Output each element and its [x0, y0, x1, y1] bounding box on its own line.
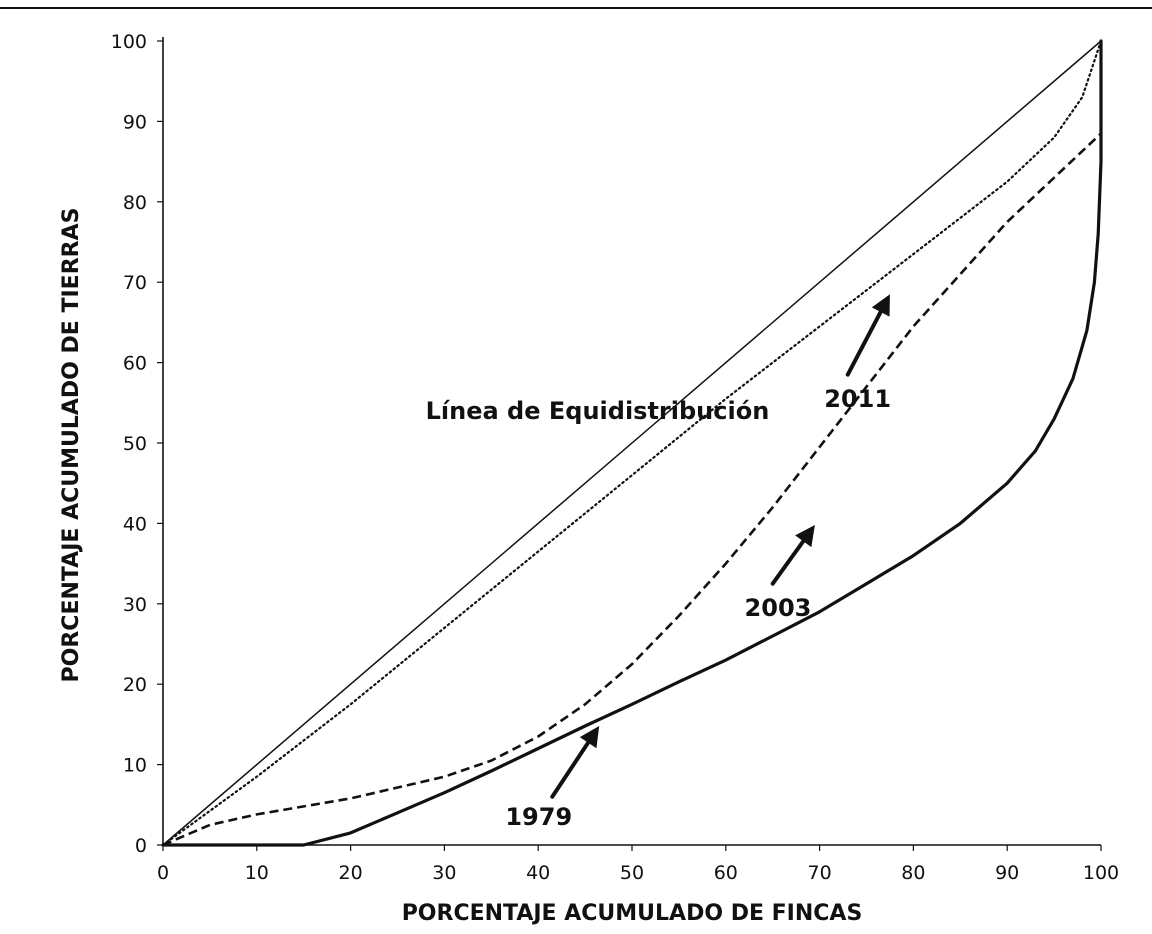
y-tick-label: 50	[123, 433, 147, 455]
x-axis-title: PORCENTAJE ACUMULADO DE FINCAS	[402, 901, 863, 926]
y-tick-label: 0	[135, 835, 147, 857]
series-group	[161, 39, 1103, 847]
y-tick-label: 20	[123, 674, 147, 696]
x-tick-label: 30	[432, 862, 456, 884]
annotation-label-2011: 2011	[824, 385, 891, 413]
equidistribution-label: Línea de Equidistribución	[426, 397, 770, 425]
y-tick-label: 40	[123, 513, 147, 535]
y-tick-label: 70	[123, 272, 147, 294]
annotation-label-2003: 2003	[745, 594, 812, 622]
x-tick-label: 80	[901, 862, 925, 884]
annotation-arrow-head	[795, 525, 815, 548]
y-tick-label: 10	[123, 755, 147, 777]
y-tick-label: 80	[123, 192, 147, 214]
x-tick-label: 40	[526, 862, 550, 884]
y-tick-label: 30	[123, 594, 147, 616]
x-tick-label: 60	[714, 862, 738, 884]
axes: 0 10 20 30 40 50 60 70 80 90 100 0 10 20 30 40 50 60 70 80 9…	[111, 31, 1119, 884]
series-line-1979	[161, 39, 1103, 847]
y-tick-label: 100	[111, 31, 147, 53]
series-line-2003	[162, 132, 1102, 847]
x-tick-label: 50	[620, 862, 644, 884]
annotation-arrow-shaft	[550, 740, 591, 799]
annotation-arrow-head	[579, 726, 600, 749]
x-tick-label: 90	[995, 862, 1019, 884]
y-tick-label: 90	[123, 111, 147, 133]
x-tick-label: 10	[245, 862, 269, 884]
y-axis-title: PORCENTAJE ACUMULADO DE TIERRAS	[59, 208, 84, 683]
annotation-label-1979: 1979	[505, 803, 572, 831]
annotation-arrow-shaft	[770, 539, 806, 586]
x-tick-label: 0	[157, 862, 169, 884]
annotation-arrow-head	[871, 294, 890, 317]
x-tick-label: 20	[339, 862, 363, 884]
x-tick-label: 100	[1083, 862, 1119, 884]
annotation-arrow-shaft	[845, 309, 883, 377]
series-line-2011	[161, 39, 1103, 847]
annotations-group: Línea de Equidistribución 2011 2003 1979	[426, 294, 891, 831]
y-tick-label: 60	[123, 353, 147, 375]
x-tick-label: 70	[808, 862, 832, 884]
series-line-equidistribucion	[162, 40, 1102, 846]
